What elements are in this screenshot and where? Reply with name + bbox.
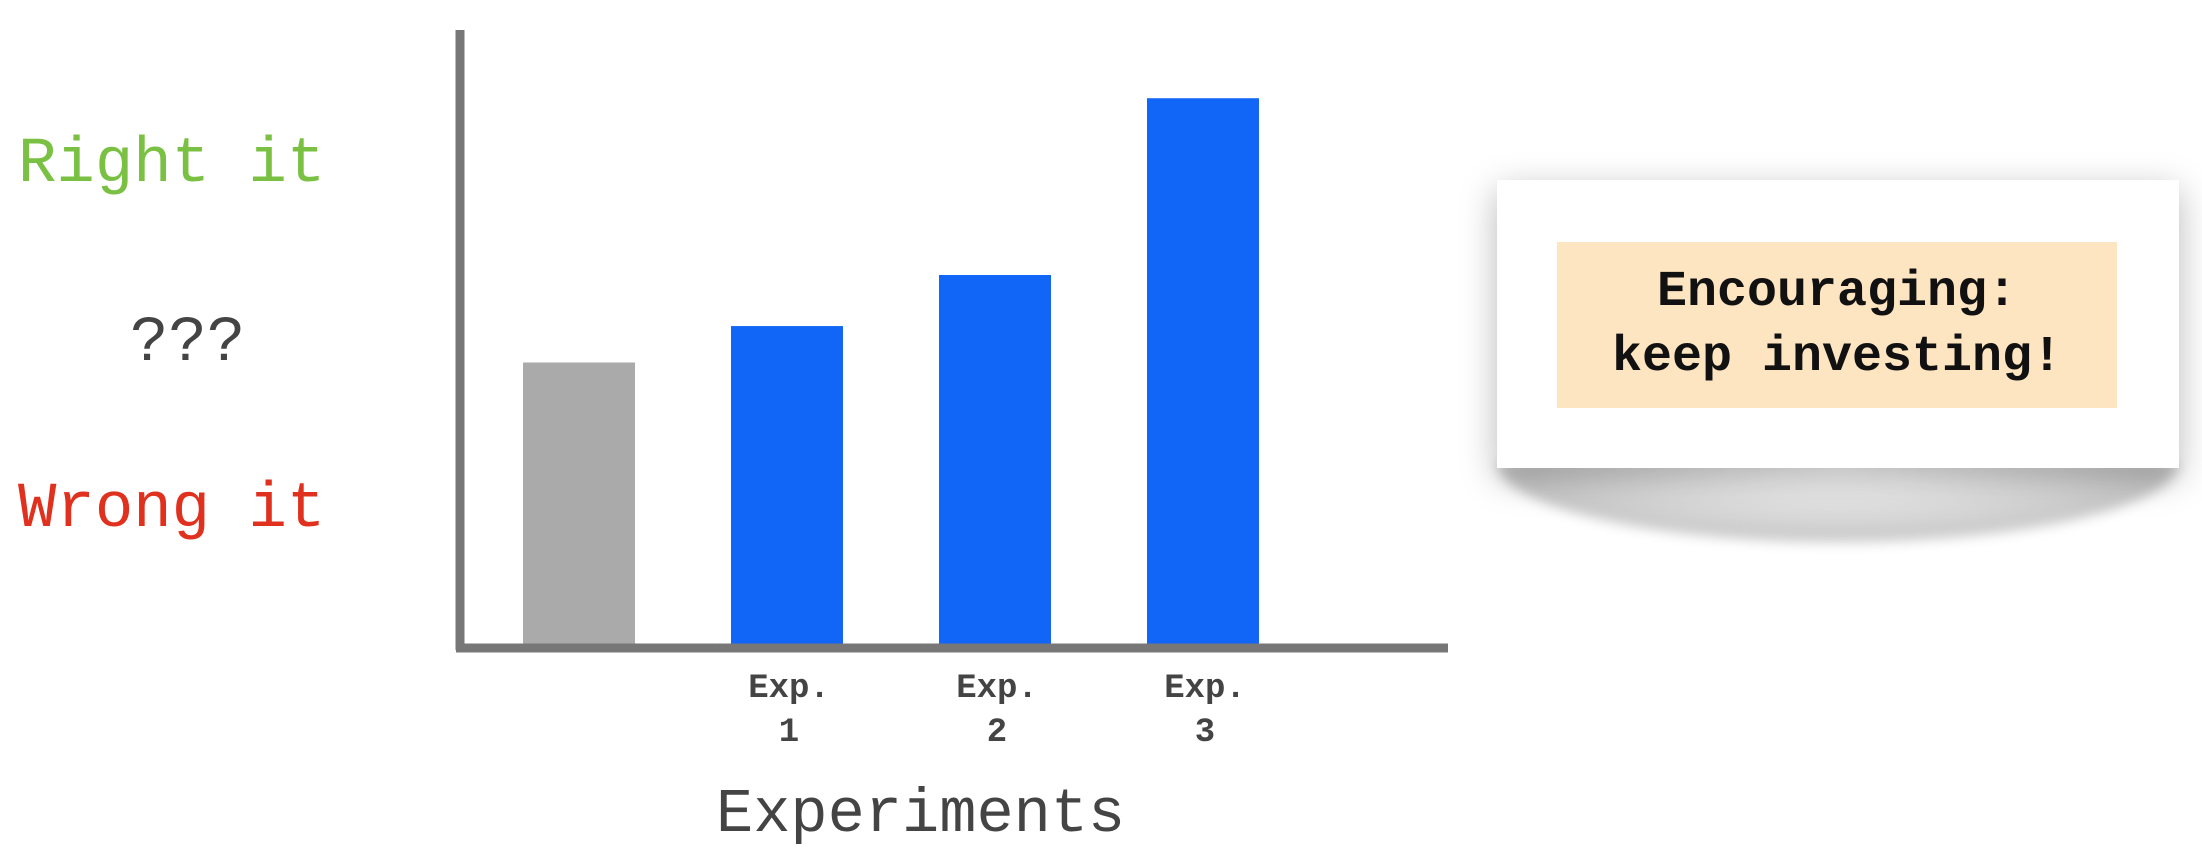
bar-exp-2 — [939, 275, 1051, 645]
callout-line-2: keep investing! — [1611, 329, 2063, 386]
callout-card: Encouraging: keep investing! — [1497, 180, 2179, 468]
bars — [523, 98, 1259, 645]
x-axis-title: Experiments — [716, 779, 1126, 850]
x-tick-label-3: Exp. 3 — [1164, 670, 1246, 752]
callout-message: Encouraging: keep investing! — [1557, 242, 2117, 408]
x-tick-label-1: Exp. 1 — [748, 670, 830, 752]
bar-exp-3 — [1147, 98, 1259, 645]
axes — [455, 30, 1448, 653]
ref-label-wrong-it: Wrong it — [18, 474, 326, 546]
tick-labels: Exp. 1 Exp. 2 Exp. 3 — [748, 670, 1246, 752]
ref-label-unknown: ??? — [130, 308, 246, 380]
callout-line-1: Encouraging: — [1656, 264, 2018, 321]
ref-label-right-it: Right it — [18, 129, 326, 201]
bar-baseline — [523, 362, 635, 645]
x-tick-label-2: Exp. 2 — [956, 670, 1038, 752]
bar-exp-1 — [731, 326, 843, 645]
